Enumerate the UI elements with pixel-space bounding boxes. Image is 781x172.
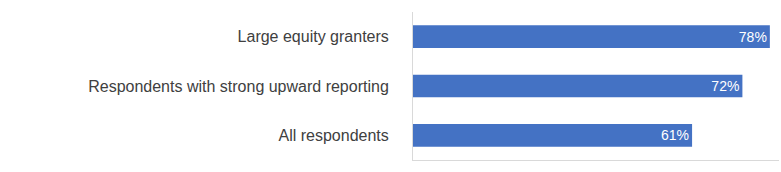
svg-text:61%: 61%: [661, 127, 689, 143]
svg-text:All respondents: All respondents: [279, 127, 389, 144]
svg-text:Respondents with strong upward: Respondents with strong upward reporting: [88, 78, 389, 95]
svg-text:Large equity granters: Large equity granters: [238, 28, 389, 45]
svg-text:78%: 78%: [739, 29, 767, 45]
svg-text:72%: 72%: [711, 78, 739, 94]
